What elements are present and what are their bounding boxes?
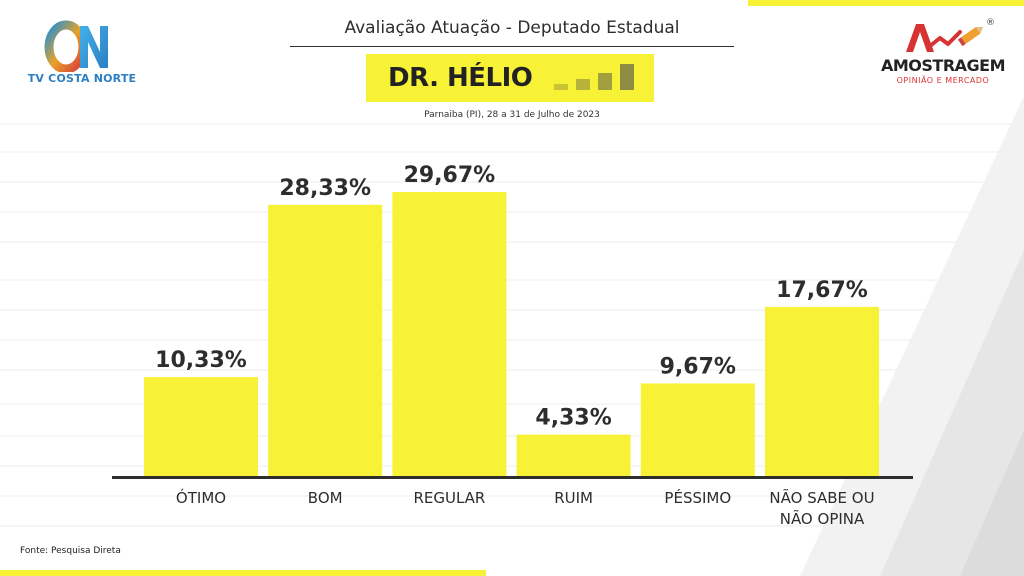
category-label-5-1: NÃO OPINA <box>780 509 865 528</box>
candidate-name: DR. HÉLIO <box>388 63 533 93</box>
data-label-2: 29,67% <box>404 163 496 188</box>
category-label-1-0: BOM <box>308 489 343 507</box>
candidate-banner: DR. HÉLIO <box>366 54 654 102</box>
top-accent-bar <box>748 0 1024 6</box>
logo-left-text: TV COSTA NORTE <box>27 72 137 85</box>
category-label-0-0: ÓTIMO <box>176 488 226 507</box>
bottom-accent-bar <box>0 570 486 576</box>
source-footnote: Fonte: Pesquisa Direta <box>20 546 121 556</box>
logo-right-name: AMOSTRAGEM <box>880 56 1006 75</box>
amostragem-logo: ® AMOSTRAGEM OPINIÃO E MERCADO <box>876 18 1010 90</box>
bar-3 <box>516 434 631 476</box>
logo-right-tagline: OPINIÃO E MERCADO <box>896 76 990 85</box>
tv-costa-norte-logo: TV COSTA NORTE <box>22 20 142 90</box>
costa-norte-mark-icon <box>44 20 108 74</box>
data-label-3: 4,33% <box>535 406 611 431</box>
data-label-4: 9,67% <box>660 354 736 379</box>
title-underline <box>290 46 734 47</box>
signal-bars-icon <box>554 64 634 90</box>
page-title: Avaliação Atuação - Deputado Estadual <box>344 18 680 38</box>
amostragem-mark-icon <box>906 24 984 52</box>
subtitle: Parnaiba (PI), 28 a 31 de Julho de 2023 <box>424 110 600 120</box>
data-label-5: 17,67% <box>776 278 868 303</box>
bar-1 <box>268 204 383 477</box>
bar-4 <box>640 383 755 476</box>
category-label-2-0: REGULAR <box>413 489 485 507</box>
data-label-1: 28,33% <box>279 176 371 201</box>
bar-2 <box>392 192 507 476</box>
bar-0 <box>144 377 258 476</box>
registered-mark: ® <box>986 18 995 28</box>
category-label-3-0: RUIM <box>554 489 593 507</box>
category-label-5-0: NÃO SABE OU <box>769 488 874 507</box>
data-label-0: 10,33% <box>155 348 247 373</box>
category-label-4-0: PÉSSIMO <box>664 488 731 507</box>
bar-5 <box>765 306 879 476</box>
